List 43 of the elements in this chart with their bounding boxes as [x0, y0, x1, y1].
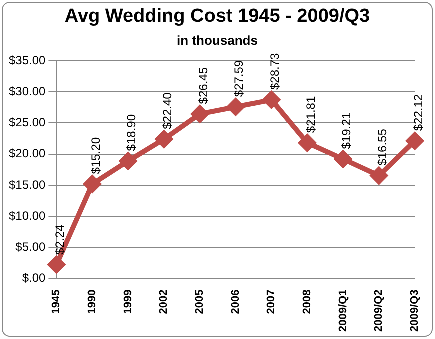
data-label: $26.45 — [196, 67, 210, 104]
data-label: $22.12 — [411, 94, 426, 132]
x-tick-label: 1999 — [122, 290, 134, 314]
y-tick-label: $.00 — [22, 271, 46, 286]
chart-subtitle: in thousands — [176, 33, 259, 48]
data-label: $27.59 — [232, 60, 246, 98]
point — [227, 98, 244, 116]
x-tick-label: 2009/Q3 — [409, 290, 422, 332]
data-label: $21.81 — [304, 96, 318, 134]
point — [299, 134, 316, 152]
point — [156, 130, 173, 148]
point — [192, 106, 209, 123]
data-label: $28.73 — [268, 52, 282, 90]
y-tick-label: $30.00 — [9, 84, 46, 98]
x-tick-label: 2007 — [266, 290, 278, 314]
x-tick-label: 2002 — [158, 290, 170, 314]
point — [48, 256, 66, 274]
x-tick-label: 1945 — [50, 290, 63, 314]
x-tick-label: 1990 — [86, 290, 99, 314]
point — [406, 132, 424, 150]
y-tick-label: $20.00 — [9, 146, 46, 161]
x-tick-label: 2009/Q1 — [337, 290, 350, 332]
point — [334, 150, 352, 168]
data-label: $22.40 — [160, 92, 175, 130]
data-label: $2.24 — [53, 224, 68, 255]
data-label: $19.21 — [340, 112, 354, 150]
point — [84, 176, 102, 193]
x-tick-label: 2009/Q2 — [373, 290, 386, 332]
point — [370, 167, 388, 184]
x-tick-label: 2006 — [230, 290, 242, 314]
x-tick-label: 2008 — [302, 290, 314, 314]
y-tick-label: $5.00 — [16, 240, 46, 254]
x-tick-label: 2005 — [194, 290, 206, 314]
data-label: $16.55 — [375, 128, 390, 166]
chart-title: Avg Wedding Cost 1945 - 2009/Q3 — [64, 6, 372, 28]
y-tick-label: $15.00 — [9, 178, 46, 192]
data-label: $15.20 — [88, 137, 103, 174]
point — [263, 92, 280, 109]
y-tick-label: $10.00 — [9, 208, 46, 223]
data-label: $18.90 — [124, 114, 139, 152]
point — [120, 152, 137, 170]
y-tick-label: $25.00 — [9, 116, 46, 130]
y-tick-label: $35.00 — [9, 53, 46, 68]
